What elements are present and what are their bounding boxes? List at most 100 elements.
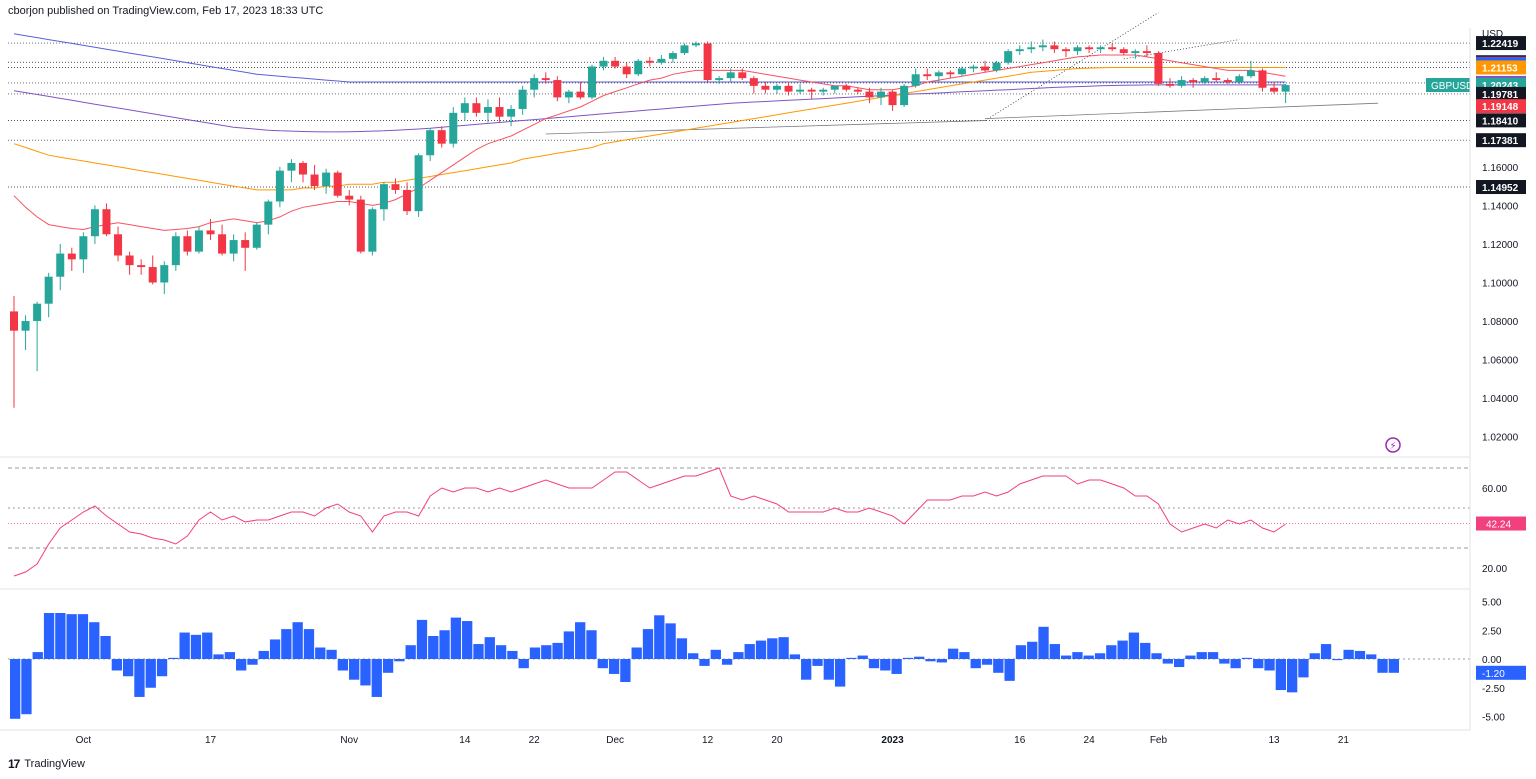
candle-body	[957, 68, 966, 75]
hist-bar	[1264, 659, 1275, 671]
hist-bar	[450, 617, 462, 659]
price-tick-label: 1.14000	[1482, 201, 1519, 212]
candle-body	[657, 58, 666, 63]
hist-bar	[914, 656, 925, 659]
ma-blue-line	[13, 33, 1286, 83]
hist-bar	[507, 650, 518, 659]
hist-bar	[1060, 655, 1072, 659]
candle-body	[796, 89, 805, 92]
hist-bar	[1049, 644, 1060, 659]
hist-bar	[473, 644, 484, 659]
histogram-pane: 5.00 2.50 0.00 -2.50 -5.00 -1.20	[8, 598, 1526, 724]
hist-bar	[123, 659, 134, 677]
candle-body	[981, 66, 990, 71]
ma-red-line	[13, 54, 1286, 231]
hist-bar	[631, 647, 642, 659]
candle-body	[67, 253, 76, 260]
hist-bar	[1207, 652, 1219, 659]
candle-body	[183, 236, 192, 252]
candle-body	[923, 74, 932, 77]
hist-bar	[857, 655, 868, 659]
hist-bar	[462, 621, 473, 659]
hist-bar	[552, 642, 563, 659]
candle-body	[1131, 51, 1140, 54]
price-badge	[1476, 180, 1526, 195]
candle-body	[44, 276, 53, 304]
price-badge	[1476, 86, 1526, 101]
hist-bar	[394, 659, 405, 662]
hist-bar	[1320, 644, 1332, 659]
price-badge-label: 1.22419	[1482, 39, 1519, 50]
hist-bar	[586, 630, 597, 659]
hist-bar	[1151, 653, 1162, 659]
candle-body	[1154, 53, 1163, 84]
hist-bar	[236, 659, 247, 671]
rsi-line	[13, 467, 1286, 577]
candle-body	[495, 107, 504, 117]
candle-body	[79, 236, 88, 260]
hist-bar	[642, 629, 654, 659]
hist-badge	[1476, 665, 1526, 680]
candle-body	[10, 311, 18, 331]
x-tick-label: Nov	[340, 735, 358, 746]
hist-bar	[902, 657, 914, 659]
hist-bar	[281, 629, 292, 659]
price-pane: ⚡	[8, 12, 1470, 453]
hist-bar	[654, 615, 665, 659]
price-tick-label: 1.06000	[1482, 356, 1519, 367]
candle-body	[865, 91, 874, 98]
hist-bar	[292, 622, 303, 659]
hist-bar	[382, 659, 394, 673]
candle-body	[830, 85, 839, 90]
tradingview-brand[interactable]: TradingView	[24, 758, 85, 770]
currency-label: USD	[1482, 29, 1503, 40]
candle-body	[21, 321, 30, 331]
hist-bar	[1162, 659, 1173, 664]
candle-body	[553, 80, 562, 98]
tradingview-logo-icon[interactable]: 17	[8, 757, 20, 771]
candle-body	[726, 72, 735, 79]
ma-orange-line	[13, 67, 1286, 191]
hist-bar	[1354, 650, 1366, 659]
hist-bar	[1275, 659, 1286, 691]
rsi-tick-label: 60.00	[1482, 484, 1507, 495]
candle-body	[379, 184, 388, 210]
hist-bar	[529, 647, 541, 659]
candle-body	[888, 91, 897, 106]
candle-body	[692, 43, 701, 46]
hist-bar	[936, 659, 947, 663]
hist-bar	[1015, 645, 1027, 659]
hist-tick-label: 2.50	[1482, 626, 1502, 637]
hist-tick-label: -2.50	[1482, 684, 1505, 695]
candle-body	[599, 60, 608, 67]
hist-bar	[699, 659, 710, 666]
candle-body	[645, 60, 654, 63]
candle-body	[761, 85, 770, 90]
hist-bar	[21, 659, 32, 715]
x-tick-label: 24	[1084, 735, 1096, 746]
price-badge-label: 1.20243	[1482, 81, 1519, 92]
candle-body	[414, 155, 423, 212]
hist-bar	[1140, 642, 1151, 659]
candle-body	[56, 253, 65, 277]
hist-bar	[179, 632, 190, 659]
hist-tick-label: -5.00	[1482, 713, 1505, 724]
hist-bar	[1083, 655, 1094, 659]
candle-body	[1200, 78, 1209, 82]
trendline	[985, 102, 1379, 120]
candle-body	[252, 224, 261, 248]
candle-body	[90, 209, 99, 237]
hist-bar	[1366, 654, 1377, 659]
candle-body	[680, 45, 689, 54]
candle-body	[102, 209, 111, 235]
candle-body	[1212, 78, 1221, 81]
candle-body	[900, 85, 909, 106]
hist-bar	[1230, 659, 1241, 669]
hist-bar	[337, 659, 349, 671]
candle-body	[1270, 87, 1279, 92]
hist-bar	[846, 657, 857, 659]
hist-bar	[970, 659, 981, 669]
hist-bar	[1241, 657, 1253, 659]
candle-body	[160, 265, 169, 283]
